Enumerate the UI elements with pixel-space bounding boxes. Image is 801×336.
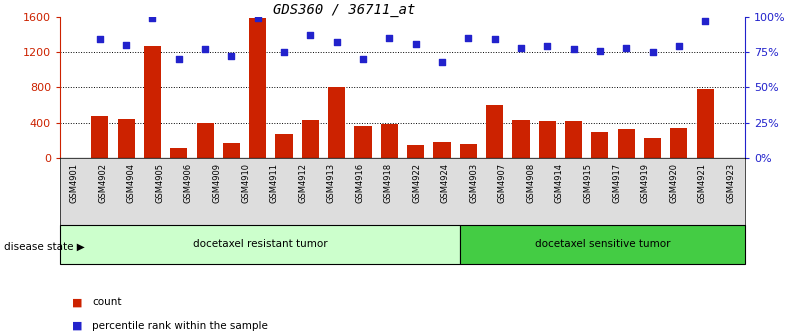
Point <box>383 35 396 41</box>
Point <box>620 45 633 50</box>
Point <box>514 45 527 50</box>
Bar <box>302 120 319 158</box>
Bar <box>591 132 609 158</box>
Bar <box>513 120 529 158</box>
Point <box>278 49 291 55</box>
Text: percentile rank within the sample: percentile rank within the sample <box>92 321 268 331</box>
Text: GSM4915: GSM4915 <box>583 163 593 203</box>
Bar <box>91 116 108 158</box>
Bar <box>144 46 161 158</box>
Bar <box>618 129 635 158</box>
Point <box>252 15 264 21</box>
Text: GSM4904: GSM4904 <box>127 163 136 203</box>
Bar <box>539 121 556 158</box>
Point <box>567 47 580 52</box>
Point <box>330 40 343 45</box>
Text: GSM4917: GSM4917 <box>612 163 621 203</box>
Point <box>225 54 238 59</box>
Point <box>673 44 686 49</box>
Bar <box>433 142 450 158</box>
Text: docetaxel sensitive tumor: docetaxel sensitive tumor <box>534 240 670 249</box>
Text: GSM4919: GSM4919 <box>641 163 650 203</box>
Point <box>199 47 211 52</box>
Point <box>356 56 369 62</box>
Point <box>94 37 107 42</box>
Text: GSM4916: GSM4916 <box>355 163 364 203</box>
Text: GDS360 / 36711_at: GDS360 / 36711_at <box>273 3 416 17</box>
Bar <box>486 105 503 158</box>
Bar <box>380 124 398 158</box>
Text: GSM4910: GSM4910 <box>241 163 250 203</box>
Bar <box>328 87 345 158</box>
Text: GSM4901: GSM4901 <box>70 163 78 203</box>
Bar <box>60 225 460 264</box>
Text: GSM4902: GSM4902 <box>99 163 107 203</box>
Bar <box>170 148 187 158</box>
Bar <box>644 138 661 158</box>
Bar <box>670 128 687 158</box>
Text: GSM4908: GSM4908 <box>526 163 535 203</box>
Point <box>646 49 659 55</box>
Bar <box>118 119 135 158</box>
Bar <box>565 121 582 158</box>
Text: docetaxel resistant tumor: docetaxel resistant tumor <box>192 240 327 249</box>
Text: GSM4905: GSM4905 <box>155 163 164 203</box>
Point <box>594 48 606 53</box>
Bar <box>697 89 714 158</box>
Point <box>541 44 553 49</box>
Point <box>172 56 185 62</box>
Text: GSM4918: GSM4918 <box>384 163 392 203</box>
Text: GSM4912: GSM4912 <box>298 163 307 203</box>
Text: GSM4907: GSM4907 <box>498 163 507 203</box>
Bar <box>249 18 266 158</box>
Point <box>119 42 132 48</box>
Text: ■: ■ <box>72 321 83 331</box>
Point <box>409 41 422 46</box>
Text: GSM4909: GSM4909 <box>212 163 222 203</box>
Text: GSM4923: GSM4923 <box>727 163 735 203</box>
Text: GSM4911: GSM4911 <box>270 163 279 203</box>
Point <box>436 59 449 65</box>
Text: GSM4913: GSM4913 <box>327 163 336 203</box>
Point <box>462 35 475 41</box>
Text: GSM4914: GSM4914 <box>555 163 564 203</box>
Text: disease state ▶: disease state ▶ <box>4 242 85 252</box>
Point <box>698 18 711 24</box>
Text: count: count <box>92 297 122 307</box>
Point <box>304 33 316 38</box>
Text: GSM4906: GSM4906 <box>184 163 193 203</box>
Bar <box>407 145 425 158</box>
Text: GSM4922: GSM4922 <box>413 163 421 203</box>
Bar <box>276 134 292 158</box>
Bar <box>196 123 214 158</box>
Text: GSM4903: GSM4903 <box>469 163 478 203</box>
Bar <box>460 225 745 264</box>
Text: GSM4921: GSM4921 <box>698 163 706 203</box>
Bar <box>460 144 477 158</box>
Bar <box>355 126 372 158</box>
Bar <box>223 143 240 158</box>
Text: GSM4924: GSM4924 <box>441 163 450 203</box>
Text: GSM4920: GSM4920 <box>669 163 678 203</box>
Point <box>146 15 159 21</box>
Point <box>489 37 501 42</box>
Text: ■: ■ <box>72 297 83 307</box>
